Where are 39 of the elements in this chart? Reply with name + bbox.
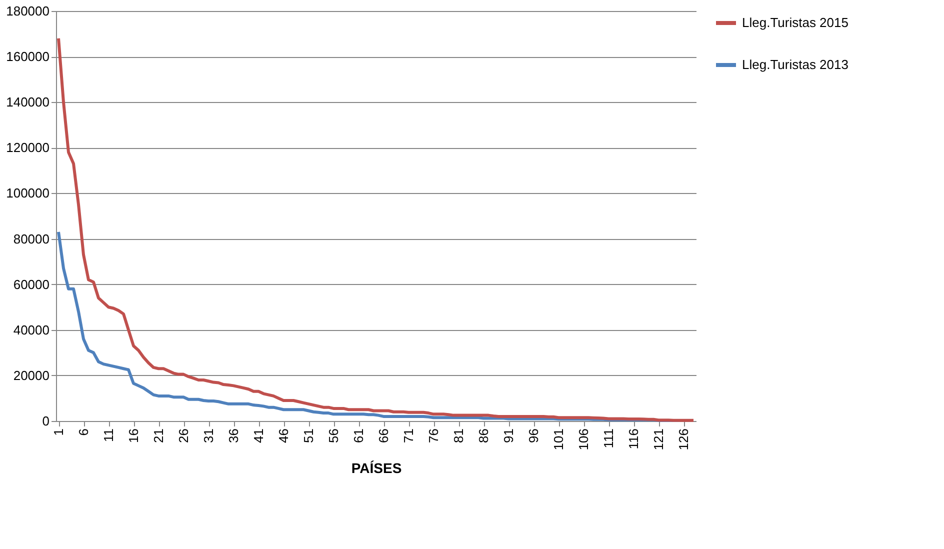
x-tick-label: 31 — [201, 428, 216, 443]
y-tick-label: 60000 — [13, 276, 50, 292]
x-tick-label: 101 — [551, 428, 566, 450]
x-tick-label: 21 — [151, 428, 166, 443]
legend-label: Lleg.Turistas 2015 — [742, 15, 848, 30]
y-tick-label: 140000 — [6, 94, 50, 110]
x-tick-label: 126 — [676, 428, 691, 450]
x-tick-label: 86 — [476, 428, 491, 443]
x-axis-title: PAÍSES — [351, 460, 402, 476]
y-tick-label: 80000 — [13, 231, 50, 246]
x-tick-label: 11 — [101, 428, 116, 442]
x-tick-label: 71 — [401, 428, 416, 443]
y-tick-label: 120000 — [6, 140, 50, 156]
x-tick-label: 106 — [576, 428, 591, 450]
x-tick-label: 36 — [226, 428, 241, 443]
y-tick-label: 160000 — [6, 49, 50, 64]
x-tick-label: 66 — [376, 428, 391, 443]
x-tick-label: 26 — [176, 428, 191, 443]
legend-label: Lleg.Turistas 2013 — [742, 57, 848, 72]
x-tick-label: 81 — [451, 428, 466, 443]
x-tick-label: 96 — [526, 428, 541, 443]
x-tick-label: 46 — [276, 428, 291, 443]
x-tick-label: 121 — [651, 428, 666, 450]
y-tick-label: 180000 — [6, 4, 50, 18]
x-tick-label: 111 — [601, 428, 616, 448]
y-tick-label: 100000 — [6, 186, 50, 201]
y-tick-label: 0 — [42, 414, 50, 428]
x-tick-label: 91 — [501, 428, 516, 443]
x-tick-label: 76 — [426, 428, 441, 443]
x-tick-label: 61 — [351, 428, 366, 443]
y-tick-label: 20000 — [13, 368, 50, 383]
x-tick-label: 116 — [626, 428, 641, 450]
x-tick-label: 51 — [301, 428, 316, 443]
y-tick-label: 40000 — [13, 322, 50, 338]
x-tick-label: 1 — [51, 428, 66, 436]
x-tick-label: 6 — [76, 428, 91, 436]
x-tick-label: 41 — [251, 428, 266, 443]
x-tick-label: 16 — [126, 428, 141, 443]
x-tick-label: 56 — [326, 428, 341, 443]
